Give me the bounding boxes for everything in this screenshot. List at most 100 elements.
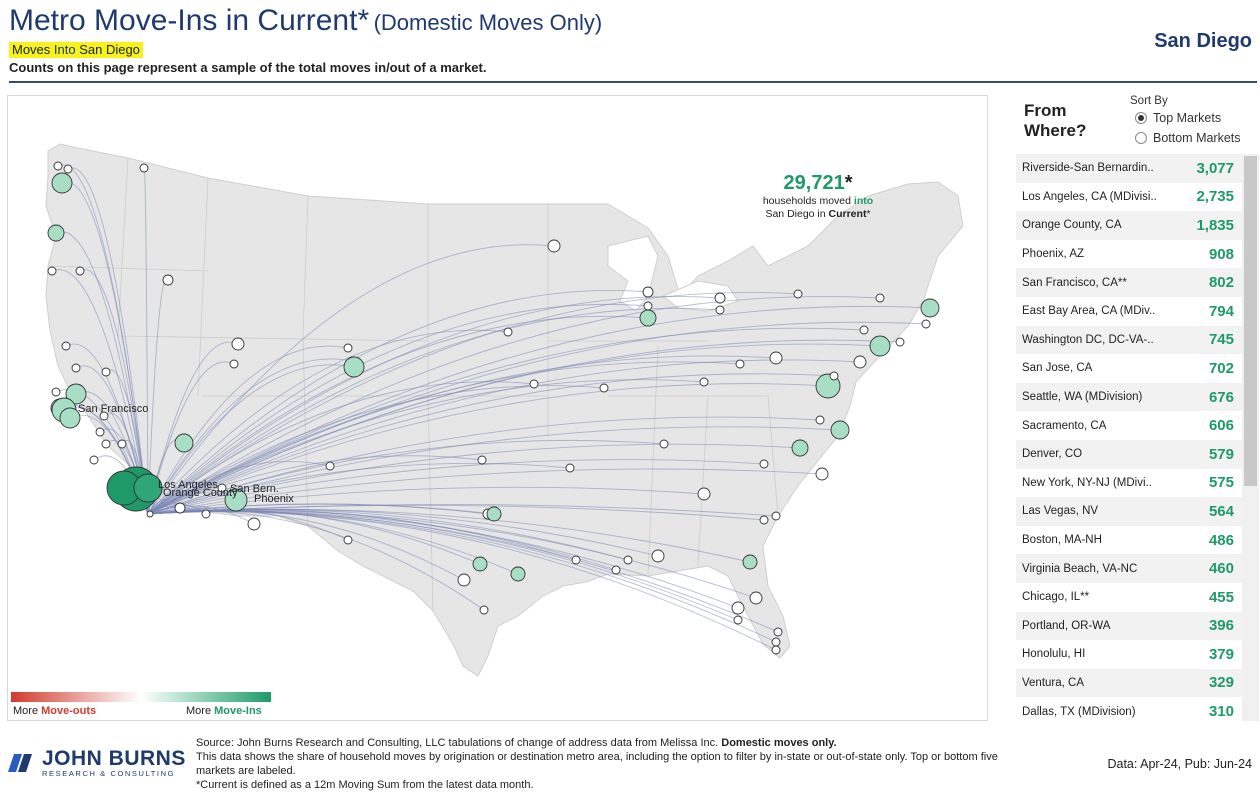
- origin-bubble[interactable]: [565, 463, 575, 473]
- origin-bubble[interactable]: [773, 627, 783, 637]
- market-row[interactable]: Denver, CO 579: [1016, 439, 1242, 469]
- market-row[interactable]: Seattle, WA (MDivision) 676: [1016, 382, 1242, 412]
- market-row[interactable]: Virginia Beach, VA-NC 460: [1016, 554, 1242, 583]
- origin-bubble[interactable]: [51, 387, 61, 397]
- origin-bubble[interactable]: [53, 161, 63, 171]
- market-row[interactable]: Washington DC, DC-VA-.. 745: [1016, 325, 1242, 355]
- origin-bubble[interactable]: [815, 467, 829, 481]
- origin-bubble[interactable]: [529, 379, 539, 389]
- origin-bubble[interactable]: [742, 554, 758, 570]
- market-row[interactable]: San Jose, CA 702: [1016, 354, 1242, 383]
- origin-bubble[interactable]: [231, 337, 245, 351]
- market-row[interactable]: Honolulu, HI 379: [1016, 640, 1242, 669]
- origin-bubble[interactable]: [651, 549, 665, 563]
- origin-bubble[interactable]: [457, 573, 471, 587]
- origin-bubble[interactable]: [65, 383, 87, 405]
- market-row[interactable]: San Francisco, CA** 802: [1016, 268, 1242, 297]
- origin-bubble[interactable]: [920, 298, 940, 318]
- market-row[interactable]: Chicago, IL** 455: [1016, 583, 1242, 612]
- market-row[interactable]: Dallas, TX (MDivision) 310: [1016, 697, 1242, 726]
- origin-bubble[interactable]: [571, 555, 581, 565]
- origin-bubble[interactable]: [71, 363, 81, 373]
- origin-bubble[interactable]: [229, 359, 239, 369]
- origin-bubble[interactable]: [89, 455, 99, 465]
- origin-bubble[interactable]: [174, 502, 186, 514]
- origin-bubble[interactable]: [61, 341, 71, 351]
- radio-bottom-markets[interactable]: [1135, 132, 1147, 144]
- market-row[interactable]: Phoenix, AZ 908: [1016, 240, 1242, 269]
- us-flow-map[interactable]: San Francisco Los Angeles San Bern. Oran…: [8, 96, 987, 720]
- sort-option-bottom-markets[interactable]: Bottom Markets: [1135, 131, 1241, 145]
- origin-bubble[interactable]: [599, 383, 609, 393]
- market-row[interactable]: Ventura, CA 329: [1016, 668, 1242, 698]
- origin-bubble[interactable]: [325, 461, 335, 471]
- market-row[interactable]: East Bay Area, CA (MDiv.. 794: [1016, 297, 1242, 326]
- origin-bubble[interactable]: [793, 289, 803, 299]
- origin-bubble[interactable]: [869, 335, 891, 357]
- origin-bubble[interactable]: [479, 605, 489, 615]
- origin-bubble[interactable]: [749, 591, 763, 605]
- origin-bubble[interactable]: [815, 415, 825, 425]
- origin-bubble[interactable]: [759, 515, 769, 525]
- origin-bubble[interactable]: [771, 511, 781, 521]
- origin-bubble[interactable]: [643, 301, 653, 311]
- sort-option-top-markets[interactable]: Top Markets: [1135, 111, 1221, 125]
- origin-bubble[interactable]: [477, 455, 487, 465]
- origin-bubble[interactable]: [791, 439, 809, 457]
- origin-bubble[interactable]: [642, 286, 654, 298]
- origin-bubble[interactable]: [830, 420, 850, 440]
- origin-bubble[interactable]: [733, 615, 743, 625]
- origin-bubble[interactable]: [853, 355, 867, 369]
- origin-bubble[interactable]: [921, 319, 931, 329]
- origin-bubble[interactable]: [859, 325, 869, 335]
- origin-bubble[interactable]: [101, 439, 111, 449]
- market-row[interactable]: Portland, OR-WA 396: [1016, 611, 1242, 641]
- origin-bubble[interactable]: [75, 266, 85, 276]
- origin-bubble[interactable]: [174, 433, 194, 453]
- origin-bubble[interactable]: [343, 356, 365, 378]
- origin-bubble[interactable]: [472, 556, 488, 572]
- origin-bubble[interactable]: [771, 637, 781, 647]
- origin-bubble[interactable]: [759, 459, 769, 469]
- origin-bubble[interactable]: [895, 337, 905, 347]
- origin-bubble[interactable]: [769, 351, 783, 365]
- origin-bubbles[interactable]: [47, 161, 940, 655]
- origin-bubble[interactable]: [623, 555, 633, 565]
- origin-bubble[interactable]: [486, 506, 502, 522]
- origin-bubble[interactable]: [697, 487, 711, 501]
- origin-bubble[interactable]: [699, 377, 709, 387]
- market-row[interactable]: New York, NY-NJ (MDivi.. 575: [1016, 469, 1242, 498]
- origin-bubble[interactable]: [343, 343, 353, 353]
- origin-bubble[interactable]: [547, 239, 561, 253]
- origin-bubble[interactable]: [503, 327, 513, 337]
- origin-bubble[interactable]: [146, 510, 154, 518]
- origin-bubble[interactable]: [343, 535, 353, 545]
- market-row[interactable]: Las Vegas, NV 564: [1016, 497, 1242, 526]
- radio-top-markets[interactable]: [1135, 112, 1147, 124]
- market-row[interactable]: Sacramento, CA 606: [1016, 411, 1242, 440]
- origin-bubble[interactable]: [162, 274, 174, 286]
- origin-bubble[interactable]: [95, 427, 105, 437]
- origin-bubble[interactable]: [735, 359, 745, 369]
- map-panel[interactable]: San Francisco Los Angeles San Bern. Oran…: [7, 95, 988, 721]
- list-scrollbar[interactable]: [1242, 154, 1259, 721]
- origin-bubble[interactable]: [217, 483, 227, 493]
- market-row[interactable]: Los Angeles, CA (MDivisi.. 2,735: [1016, 183, 1242, 212]
- market-row[interactable]: Riverside-San Bernardin.. 3,077: [1016, 154, 1242, 183]
- origin-bubble[interactable]: [611, 565, 621, 575]
- origin-bubble[interactable]: [715, 305, 725, 315]
- origin-bubble[interactable]: [659, 439, 669, 449]
- origin-bubble[interactable]: [201, 509, 211, 519]
- origin-bubble[interactable]: [224, 488, 248, 512]
- origin-bubble[interactable]: [829, 371, 839, 381]
- origin-bubble[interactable]: [59, 407, 81, 429]
- origin-bubble[interactable]: [731, 601, 745, 615]
- origin-bubble[interactable]: [117, 439, 127, 449]
- origin-bubble[interactable]: [101, 367, 111, 377]
- origin-bubble[interactable]: [639, 309, 657, 327]
- origin-bubble[interactable]: [47, 266, 57, 276]
- origin-bubble[interactable]: [714, 292, 726, 304]
- origin-bubble[interactable]: [247, 517, 261, 531]
- origin-bubble[interactable]: [139, 163, 149, 173]
- market-row[interactable]: Boston, MA-NH 486: [1016, 526, 1242, 555]
